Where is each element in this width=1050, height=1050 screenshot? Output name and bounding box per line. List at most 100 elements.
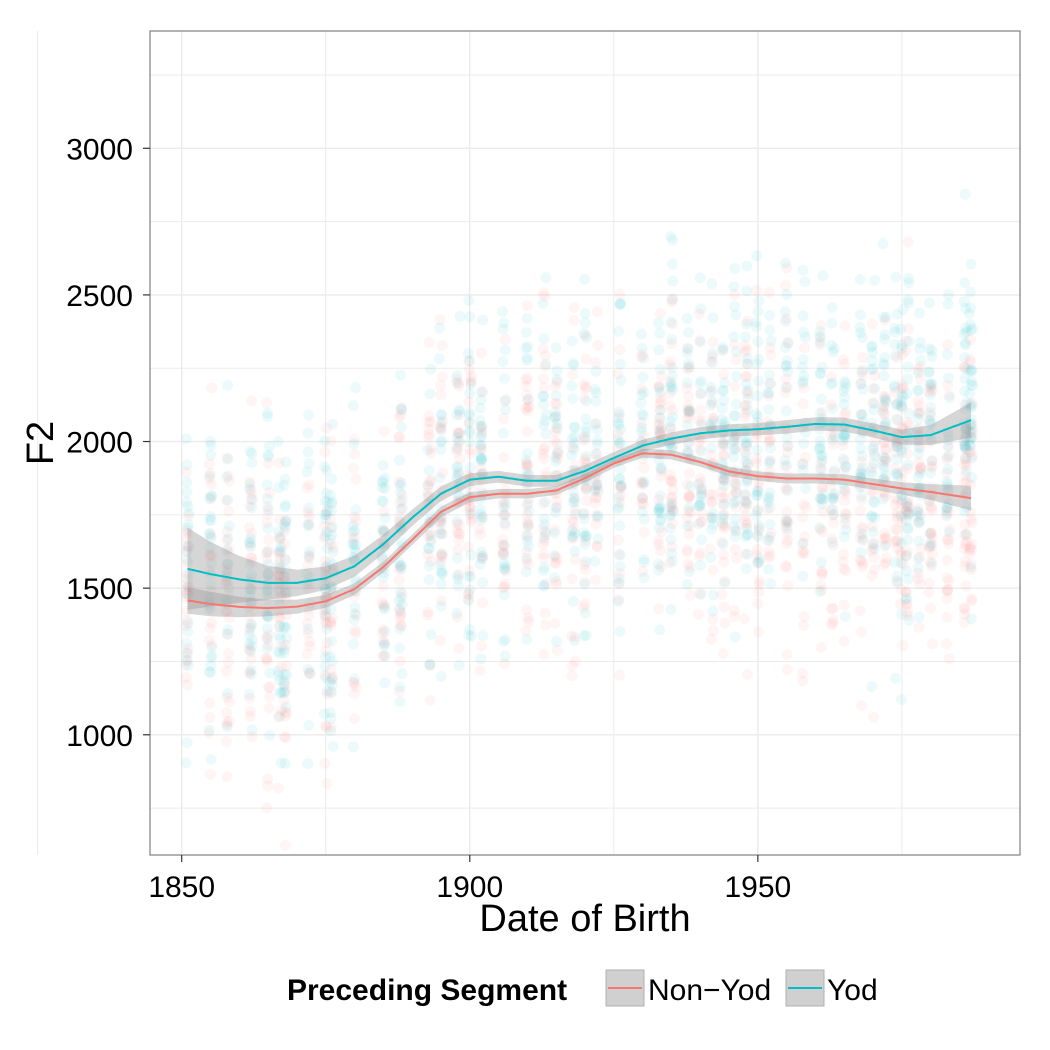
data-point — [203, 597, 215, 609]
data-point — [262, 611, 274, 623]
data-point — [592, 533, 604, 545]
data-point — [522, 519, 534, 531]
data-point — [245, 493, 257, 505]
data-point — [592, 479, 604, 491]
data-point — [273, 711, 285, 723]
data-point — [301, 568, 313, 580]
data-point — [551, 422, 563, 434]
data-point — [264, 681, 276, 693]
data-point — [589, 574, 601, 586]
data-point — [613, 578, 625, 590]
data-point — [521, 604, 533, 616]
data-point — [261, 623, 273, 635]
data-point — [967, 323, 979, 335]
data-point — [325, 583, 337, 595]
data-point — [880, 418, 892, 430]
data-point — [964, 398, 976, 410]
data-point — [613, 501, 625, 513]
data-point — [350, 547, 362, 559]
data-point — [839, 494, 851, 506]
data-point — [264, 667, 276, 679]
data-point — [682, 436, 694, 448]
data-point — [245, 584, 257, 596]
data-point — [244, 476, 256, 488]
data-point — [434, 634, 446, 646]
data-point — [262, 559, 274, 571]
y-axis-title: F2 — [20, 421, 62, 465]
data-point — [221, 558, 233, 570]
data-point — [965, 446, 977, 458]
data-point — [901, 416, 913, 428]
data-point — [376, 550, 388, 562]
data-point — [275, 563, 287, 575]
data-point — [637, 410, 649, 422]
data-point — [182, 581, 194, 593]
data-point — [422, 444, 434, 456]
data-point — [825, 619, 837, 631]
data-point — [589, 485, 601, 497]
data-point — [578, 509, 590, 521]
data-point — [814, 423, 826, 435]
data-point — [635, 477, 647, 489]
data-point — [900, 598, 912, 610]
data-point — [741, 474, 753, 486]
data-point — [682, 404, 694, 416]
data-point — [590, 478, 602, 490]
data-point — [223, 647, 235, 659]
data-point — [349, 601, 361, 613]
data-point — [204, 514, 216, 526]
data-point — [580, 555, 592, 567]
data-point — [664, 557, 676, 569]
data-point — [923, 577, 935, 589]
data-point — [222, 533, 234, 545]
data-point — [965, 379, 977, 391]
data-point — [422, 548, 434, 560]
data-point — [750, 321, 762, 333]
data-point — [321, 688, 333, 700]
data-point — [751, 444, 763, 456]
data-point — [966, 452, 978, 464]
data-point — [924, 388, 936, 400]
data-point — [275, 546, 287, 558]
data-point — [781, 649, 793, 661]
data-point — [717, 474, 729, 486]
data-point — [705, 442, 717, 454]
data-point — [436, 512, 448, 524]
data-point — [665, 492, 677, 504]
data-point — [855, 378, 867, 390]
data-point — [751, 250, 763, 262]
data-point — [303, 409, 315, 421]
data-point — [902, 501, 914, 513]
data-point — [741, 260, 753, 272]
data-point — [901, 504, 913, 516]
data-point — [243, 688, 255, 700]
data-point — [958, 436, 970, 448]
y-tick-label: 2000 — [66, 427, 133, 460]
data-point — [891, 471, 903, 483]
data-point — [589, 383, 601, 395]
data-point — [729, 410, 741, 422]
data-point — [325, 489, 337, 501]
data-point — [223, 582, 235, 594]
data-point — [272, 525, 284, 537]
data-point — [857, 423, 869, 435]
data-point — [206, 641, 218, 653]
data-point — [653, 426, 665, 438]
data-point — [826, 603, 838, 615]
data-point — [578, 601, 590, 613]
data-point — [693, 436, 705, 448]
data-point — [244, 500, 256, 512]
data-point — [222, 688, 234, 700]
data-point — [964, 541, 976, 553]
data-point — [797, 353, 809, 365]
data-point — [941, 478, 953, 490]
data-point — [926, 461, 938, 473]
data-point — [891, 439, 903, 451]
data-point — [964, 319, 976, 331]
data-point — [521, 354, 533, 366]
data-point — [764, 518, 776, 530]
data-point — [901, 505, 913, 517]
data-point — [262, 568, 274, 580]
data-point — [764, 342, 776, 354]
data-point — [182, 643, 194, 655]
